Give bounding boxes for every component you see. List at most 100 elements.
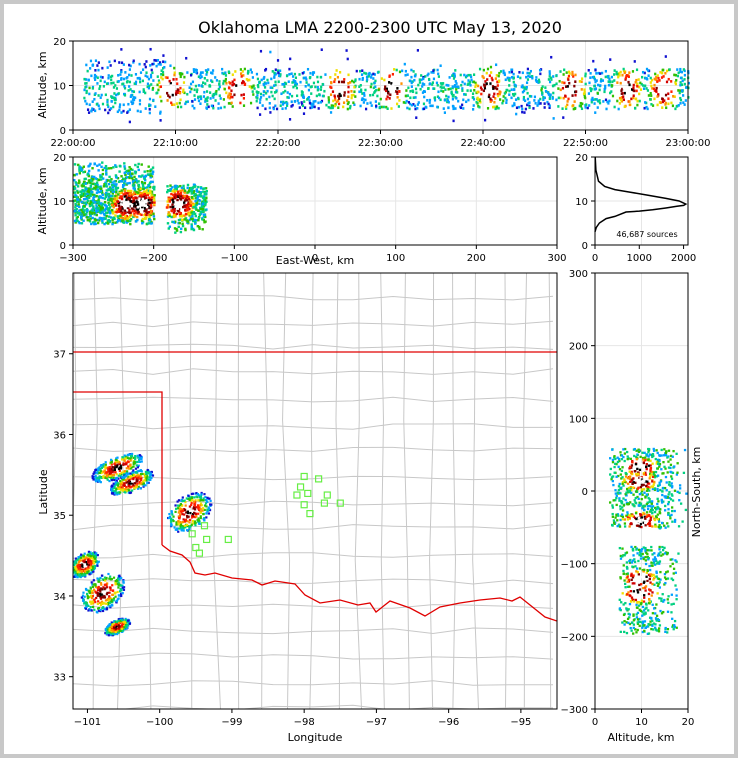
lightning-cell [124, 491, 127, 494]
time-height-cell [673, 95, 676, 99]
lightning-cell [119, 474, 122, 477]
time-height-cell [630, 88, 634, 91]
time-height-cell [596, 106, 599, 109]
ew-height-cell [148, 201, 151, 205]
ew-height-cell [105, 214, 108, 218]
time-height-cell [83, 77, 86, 81]
time-height-cell [638, 92, 641, 96]
lightning-cell [116, 590, 119, 594]
time-height-cell [253, 87, 256, 90]
time-height-cell [161, 66, 165, 70]
time-height-cell [498, 92, 501, 96]
time-height-cell [412, 103, 415, 106]
county-line [237, 273, 240, 709]
lightning-cell [104, 583, 107, 586]
ew-height-cell [176, 201, 180, 204]
ew-height-cell [77, 163, 80, 167]
time-height-cell [288, 118, 292, 121]
ew-height-cell [109, 187, 113, 191]
ew-height-cell [107, 188, 110, 192]
time-height-cell [271, 70, 274, 73]
ew-height-cell [76, 185, 80, 188]
time-height-cell [385, 97, 388, 101]
time-height-cell [584, 72, 587, 76]
ew-height-cell [146, 204, 149, 208]
time-height-cell [128, 120, 131, 124]
ew-height-cell [102, 212, 106, 216]
lightning-cell [110, 485, 113, 488]
time-height-cell [138, 62, 141, 66]
ew-height-cell [124, 211, 127, 215]
ew-height-xlabel: East-West, km [276, 254, 354, 267]
lightning-cell [129, 467, 132, 470]
ns-height-cell [677, 525, 681, 528]
time-height-cell [353, 90, 356, 94]
ew-height-cell [137, 188, 140, 191]
lightning-cell [113, 626, 116, 629]
ew-height-cell [109, 216, 113, 219]
time-height-cell [206, 79, 209, 82]
time-height-cell [664, 71, 667, 75]
time-height-cell [550, 78, 553, 81]
time-height-cell [132, 96, 135, 99]
ew-height-cell [192, 183, 196, 186]
time-height-cell [124, 71, 127, 74]
time-height-cell [418, 78, 421, 82]
time-height-cell [489, 82, 492, 85]
time-height-cell [561, 86, 565, 90]
ns-height-cell [675, 473, 679, 476]
lightning-cell [90, 552, 93, 556]
lightning-cell [76, 576, 79, 579]
ew-height-cell [114, 210, 117, 213]
time-height-cell [192, 68, 195, 71]
ew-height-cell [145, 206, 149, 209]
y-tick-label: 10 [575, 197, 588, 208]
ew-height-cell [141, 217, 145, 221]
county-line [523, 273, 528, 709]
lightning-cell [92, 557, 95, 560]
lightning-cell [204, 502, 208, 505]
lightning-cell [92, 570, 95, 573]
ns-height-cell [616, 524, 619, 528]
lightning-cell [108, 591, 111, 594]
time-height-cell [107, 111, 110, 115]
time-height-cell [667, 77, 670, 81]
ew-height-cell [95, 194, 98, 198]
ew-height-cell [120, 180, 124, 183]
time-height-cell [530, 95, 533, 98]
ew-height-cell [78, 167, 81, 170]
ew-height-cell [138, 175, 141, 178]
time-height-cell [609, 91, 612, 95]
ew-height-cell [90, 212, 94, 215]
time-height-cell [585, 103, 588, 106]
lightning-cell [103, 472, 106, 475]
lightning-cell [117, 631, 120, 634]
time-height-cell [443, 111, 446, 114]
ns-height-cell [631, 503, 634, 506]
time-height-cell [373, 81, 376, 84]
time-height-cell [84, 99, 87, 103]
time-height-cell [562, 116, 565, 119]
ew-height-cell [134, 211, 138, 214]
lightning-cell [145, 476, 148, 479]
time-height-cell [472, 104, 475, 107]
ew-height-cell [96, 183, 99, 187]
time-height-cell [627, 80, 630, 84]
time-height-cell [331, 90, 335, 93]
ew-height-cell [150, 222, 153, 225]
ew-height-cell [101, 168, 105, 172]
time-height-cell [151, 88, 154, 91]
time-height-cell [160, 72, 163, 76]
ew-height-cell [150, 180, 153, 184]
lightning-cell [88, 590, 91, 593]
time-height-cell [667, 102, 670, 106]
time-height-cell [428, 98, 432, 102]
time-height-cell [223, 105, 226, 109]
time-height-cell [533, 95, 537, 99]
time-height-cell [499, 70, 503, 73]
lightning-cell [184, 504, 187, 507]
ew-height-cell [195, 208, 198, 211]
time-height-cell [294, 81, 297, 84]
county-line [504, 273, 508, 709]
ew-height-cell [166, 215, 170, 218]
